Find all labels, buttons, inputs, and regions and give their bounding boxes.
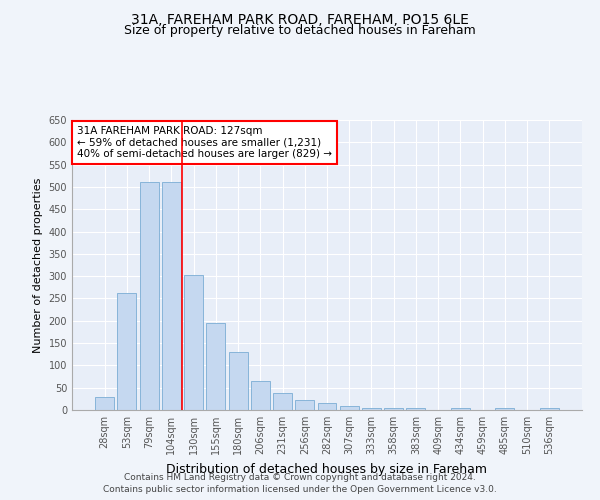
Text: 31A FAREHAM PARK ROAD: 127sqm
← 59% of detached houses are smaller (1,231)
40% o: 31A FAREHAM PARK ROAD: 127sqm ← 59% of d… <box>77 126 332 159</box>
Bar <box>251 381 270 410</box>
Bar <box>362 408 381 410</box>
Bar <box>273 393 292 410</box>
Bar <box>184 276 203 410</box>
Text: Contains HM Land Registry data © Crown copyright and database right 2024.: Contains HM Land Registry data © Crown c… <box>124 472 476 482</box>
X-axis label: Distribution of detached houses by size in Fareham: Distribution of detached houses by size … <box>167 462 487 475</box>
Text: Contains public sector information licensed under the Open Government Licence v3: Contains public sector information licen… <box>103 485 497 494</box>
Bar <box>406 408 425 410</box>
Bar <box>340 406 359 410</box>
Text: Size of property relative to detached houses in Fareham: Size of property relative to detached ho… <box>124 24 476 37</box>
Y-axis label: Number of detached properties: Number of detached properties <box>33 178 43 352</box>
Bar <box>140 182 158 410</box>
Bar <box>317 404 337 410</box>
Bar <box>295 400 314 410</box>
Text: 31A, FAREHAM PARK ROAD, FAREHAM, PO15 6LE: 31A, FAREHAM PARK ROAD, FAREHAM, PO15 6L… <box>131 12 469 26</box>
Bar <box>451 408 470 410</box>
Bar <box>206 322 225 410</box>
Bar <box>540 408 559 410</box>
Bar <box>496 408 514 410</box>
Bar <box>229 352 248 410</box>
Bar <box>95 396 114 410</box>
Bar <box>384 408 403 410</box>
Bar <box>118 292 136 410</box>
Bar <box>162 182 181 410</box>
